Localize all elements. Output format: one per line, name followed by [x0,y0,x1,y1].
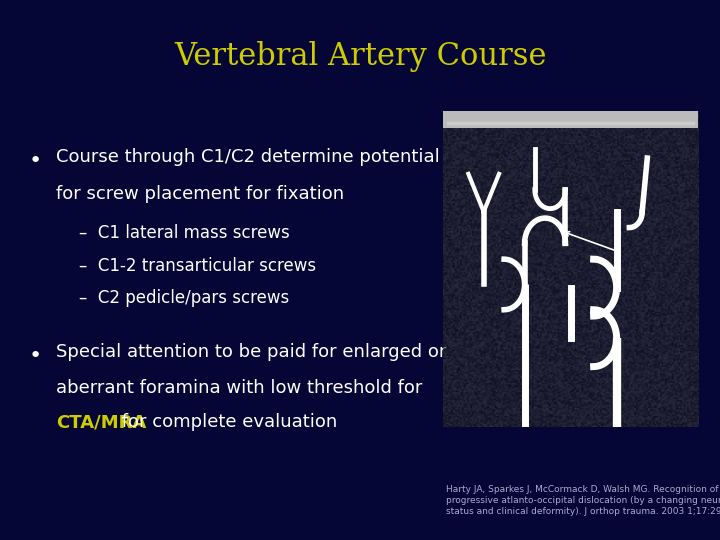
Text: –  C1 lateral mass screws: – C1 lateral mass screws [79,224,290,242]
Text: CTA/MRA: CTA/MRA [56,413,146,431]
Text: –  C1-2 transarticular screws: – C1-2 transarticular screws [79,256,316,274]
Text: Course through C1/C2 determine potential: Course through C1/C2 determine potential [56,148,440,166]
Text: •: • [29,346,42,366]
Text: Harty JA, Sparkes J, McCormack D, Walsh MG. Recognition of
progressive atlanto-o: Harty JA, Sparkes J, McCormack D, Walsh … [446,484,720,516]
Text: •: • [29,151,42,171]
Text: –  C2 pedicle/pars screws: – C2 pedicle/pars screws [79,289,289,307]
Text: Special attention to be paid for enlarged or: Special attention to be paid for enlarge… [56,343,446,361]
Text: Vertebral Artery Course: Vertebral Artery Course [174,41,546,72]
Text: aberrant foramina with low threshold for: aberrant foramina with low threshold for [56,379,423,397]
Text: for complete evaluation: for complete evaluation [116,413,337,431]
Text: for screw placement for fixation: for screw placement for fixation [56,185,344,202]
Bar [443,111,698,128]
